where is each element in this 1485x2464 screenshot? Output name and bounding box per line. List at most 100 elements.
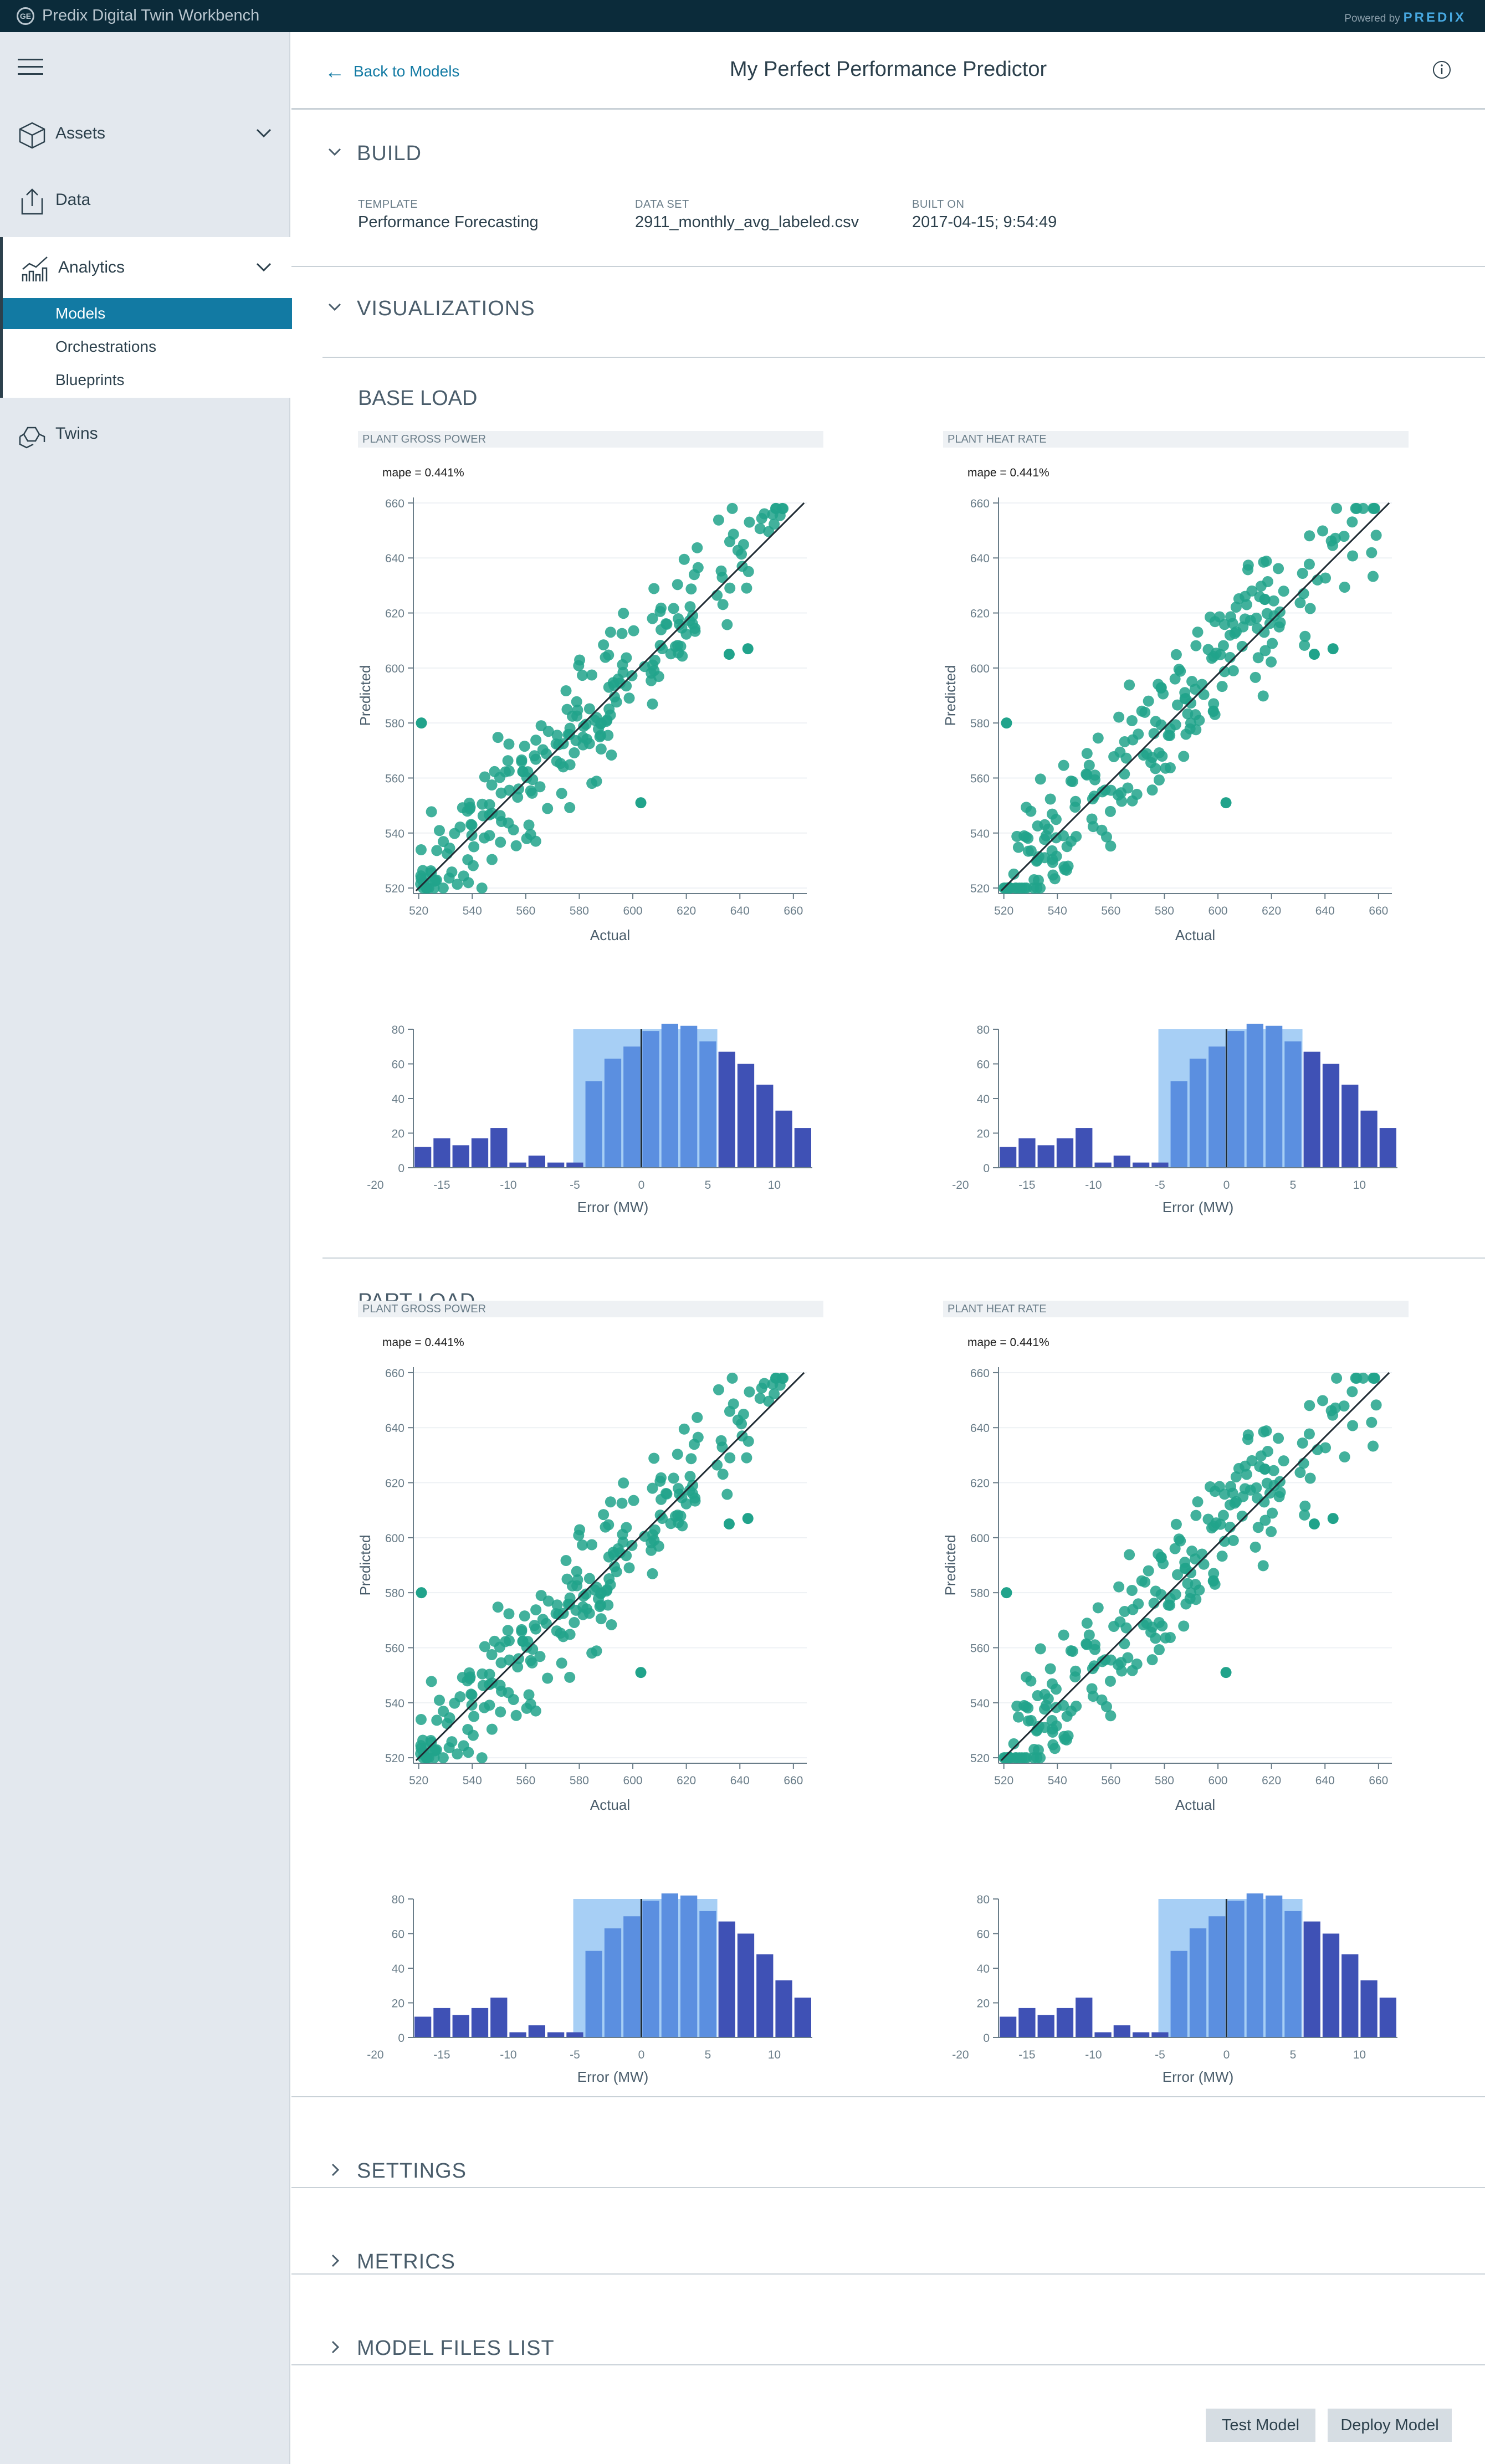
- x-axis-label: Error (MW): [577, 1199, 649, 1215]
- x-tick-label: -20: [367, 2049, 383, 2061]
- scatter-point: [685, 583, 697, 595]
- ge-logo-icon: GE: [17, 7, 34, 25]
- scatter-point: [1217, 640, 1229, 651]
- scatter-point: [601, 1585, 612, 1597]
- scatter-point: [1258, 556, 1269, 568]
- scatter-point: [425, 865, 437, 877]
- sidebar-subitem-models[interactable]: Models: [3, 298, 292, 329]
- scatter-point: [1011, 830, 1023, 842]
- scatter-point: [1071, 830, 1082, 842]
- divider: [291, 266, 1485, 267]
- mape-label: mape = 0.441%: [967, 1336, 1049, 1349]
- x-tick-label: 580: [1155, 1774, 1174, 1787]
- scatter-point: [684, 1471, 696, 1482]
- chart-base-gross-power: PLANT GROSS POWER mape = 0.441% 520 540 56…: [358, 431, 823, 1234]
- deploy-model-button[interactable]: Deploy Model: [1328, 2409, 1452, 2442]
- scatter-point: [556, 788, 567, 799]
- scatter-point: [569, 1616, 580, 1628]
- histogram-bar: [1209, 1916, 1226, 2037]
- back-to-models-link[interactable]: ← Back to Models: [325, 60, 459, 83]
- histogram-bar: [1113, 1156, 1130, 1168]
- cube-icon: [19, 122, 45, 149]
- sidebar-item-analytics[interactable]: Analytics: [0, 237, 290, 298]
- build-section-toggle[interactable]: BUILD: [325, 142, 422, 166]
- scatter-point: [1241, 599, 1252, 610]
- scatter-point: [1273, 563, 1284, 574]
- scatter-point: [654, 1475, 666, 1487]
- scatter-point: [1035, 1643, 1046, 1655]
- scatter-point: [1189, 1553, 1201, 1565]
- chevron-down-icon[interactable]: [254, 123, 274, 143]
- scatter-point: [1220, 1667, 1232, 1678]
- scatter-point: [1160, 1632, 1171, 1644]
- scatter-point: [1258, 1426, 1269, 1438]
- y-tick-label: 20: [392, 1998, 404, 2010]
- y-tick-label: 520: [970, 1752, 990, 1765]
- x-tick-label: -15: [1018, 2049, 1035, 2061]
- scatter-point: [494, 810, 506, 822]
- scatter-point: [564, 728, 575, 740]
- x-tick-label: -10: [500, 1179, 516, 1192]
- y-tick-label: 600: [385, 1532, 404, 1545]
- scatter-point: [502, 755, 514, 767]
- scatter-point: [742, 566, 754, 577]
- scatter-point: [668, 1472, 679, 1484]
- scatter-point: [1008, 1738, 1020, 1749]
- y-tick-label: 560: [970, 1642, 990, 1655]
- x-tick-label: 540: [1048, 1774, 1067, 1787]
- chart-part-heat-rate: PLANT HEAT RATE mape = 0.441% 520 540 560 5…: [943, 1301, 1409, 2104]
- scatter-point: [1254, 1461, 1266, 1472]
- scatter-point: [476, 882, 488, 894]
- y-tick-label: 60: [392, 1059, 404, 1071]
- scatter-point: [571, 696, 582, 707]
- settings-section-toggle[interactable]: SETTINGS: [325, 2159, 467, 2183]
- scatter-point: [586, 1539, 598, 1551]
- test-model-button[interactable]: Test Model: [1206, 2409, 1315, 2442]
- scatter-point: [454, 1691, 466, 1702]
- scatter-point: [503, 1608, 515, 1620]
- scatter-point: [1368, 1372, 1380, 1384]
- scatter-point: [560, 1555, 572, 1567]
- info-icon[interactable]: [1432, 60, 1452, 80]
- page-header: My Perfect Performance Predictor ← Back t…: [291, 32, 1485, 110]
- y-tick-label: 640: [970, 552, 990, 565]
- y-tick-label: 560: [970, 772, 990, 785]
- scatter-point: [564, 802, 576, 813]
- scatter-point: [1145, 1626, 1157, 1638]
- sidebar-item-twins[interactable]: Twins: [0, 403, 290, 464]
- model-files-section-toggle[interactable]: MODEL FILES LIST: [325, 2337, 555, 2360]
- sidebar-subitem-orchestrations[interactable]: Orchestrations: [55, 338, 157, 355]
- scatter-point: [1086, 813, 1098, 825]
- histogram-bar: [414, 1147, 432, 1168]
- sidebar-item-data[interactable]: Data: [0, 170, 290, 230]
- scatter-point: [495, 836, 506, 848]
- scatter-point: [616, 628, 628, 639]
- visualizations-section-toggle[interactable]: VISUALIZATIONS: [325, 297, 535, 321]
- histogram-bar: [509, 2032, 526, 2037]
- scatter-point: [489, 766, 500, 777]
- histogram-bar: [661, 1024, 678, 1168]
- scatter-point: [617, 1528, 628, 1540]
- chevron-down-icon[interactable]: [254, 257, 274, 277]
- powered-by-label: Powered by: [1344, 13, 1400, 24]
- scatter-point: [723, 649, 735, 660]
- scatter-point: [1143, 695, 1154, 707]
- sidebar-item-assets[interactable]: Assets: [0, 103, 290, 164]
- scatter-point: [738, 539, 749, 551]
- scatter-point: [503, 765, 515, 777]
- x-tick-label: 10: [1353, 1179, 1366, 1192]
- scatter-point: [1047, 869, 1059, 881]
- metrics-section-toggle[interactable]: METRICS: [325, 2250, 455, 2274]
- menu-icon[interactable]: [18, 59, 43, 75]
- scatter-point: [1251, 1482, 1262, 1493]
- scatter-point: [1022, 1715, 1034, 1727]
- scatter-point: [1086, 1683, 1098, 1695]
- sidebar-subitem-blueprints[interactable]: Blueprints: [55, 371, 125, 388]
- scatter-point: [628, 625, 639, 636]
- x-tick-label: 5: [705, 1179, 711, 1192]
- scatter-point: [1299, 630, 1311, 642]
- scatter-plot: 520 540 560 580 600 620 640 660 520 540 560 580 600 6…: [943, 497, 1392, 943]
- y-axis-label: Predicted: [943, 665, 959, 726]
- scatter-point: [551, 1625, 562, 1637]
- scatter-point: [598, 1509, 610, 1521]
